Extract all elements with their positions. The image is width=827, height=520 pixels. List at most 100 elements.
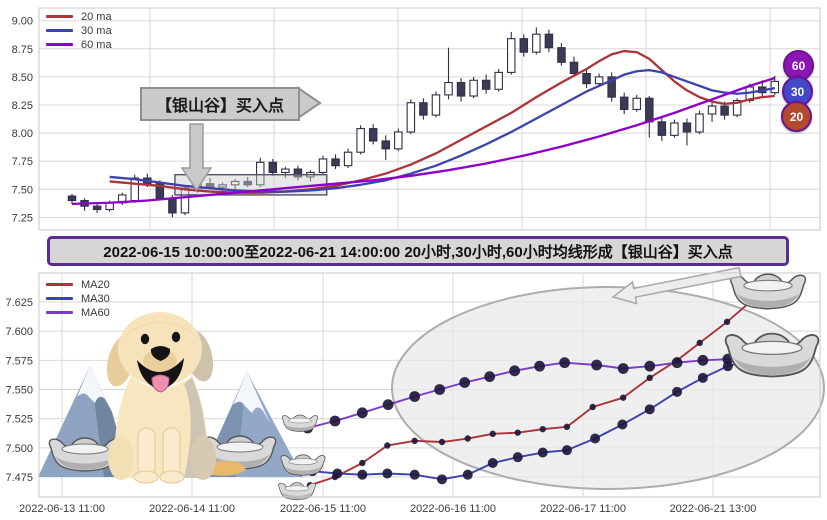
data-point-marker <box>514 429 521 436</box>
silver-ingot-illustration <box>48 437 122 472</box>
price-axis-label: 7.550 <box>5 385 33 397</box>
price-axis-label: 8.50 <box>12 72 33 84</box>
data-point-marker <box>590 433 601 444</box>
time-axis-label: 2022-06-13 11:00 <box>19 503 105 515</box>
legend-swatch-60ma <box>46 43 73 46</box>
ma-badge-20: 20 <box>781 101 812 132</box>
candlestick <box>356 125 365 155</box>
dog-illustration <box>106 312 246 484</box>
candlestick <box>293 165 303 181</box>
legend-swatch-30ma <box>46 29 73 32</box>
price-axis-label: 8.00 <box>12 128 33 140</box>
candlestick <box>381 135 390 161</box>
data-point-marker <box>696 339 703 347</box>
callout-arrow-tip <box>297 86 322 120</box>
candlestick <box>657 117 667 141</box>
candlestick <box>281 166 290 179</box>
data-point-marker <box>487 458 498 469</box>
legend-label: 20 ma <box>81 10 112 23</box>
data-point-marker <box>411 437 418 445</box>
legend-swatch-ma60 <box>46 311 73 314</box>
legend-label: MA30 <box>81 292 110 305</box>
data-point-marker <box>539 425 546 433</box>
legend-item: 30 ma <box>46 24 112 37</box>
data-point-marker <box>434 384 446 395</box>
data-point-marker <box>382 399 394 411</box>
price-axis-label: 7.525 <box>5 414 33 426</box>
data-point-marker <box>697 354 709 366</box>
silver-ingot-illustration <box>203 435 277 470</box>
price-axis-label: 7.75 <box>12 156 33 168</box>
candlestick <box>469 76 478 99</box>
price-axis-label: 7.25 <box>12 212 33 224</box>
legend-item: MA60 <box>46 307 110 319</box>
data-point-marker <box>409 469 420 480</box>
candlestick <box>243 176 252 188</box>
legend-label: 60 ma <box>81 38 112 51</box>
candlestick <box>532 27 541 55</box>
price-axis-label: 7.625 <box>5 297 33 309</box>
candlestick <box>494 69 503 92</box>
time-axis-label: 2022-06-15 11:00 <box>280 503 366 515</box>
silver-ingot-illustration <box>724 332 820 378</box>
candlestick <box>619 92 629 114</box>
data-point-marker <box>671 357 683 369</box>
data-point-marker <box>646 374 653 382</box>
candlestick <box>519 34 529 57</box>
legend-top: 20 ma 30 ma 60 ma <box>46 10 112 51</box>
data-point-marker <box>512 452 523 463</box>
candlestick <box>394 128 403 152</box>
data-point-marker <box>329 415 341 427</box>
legend-swatch-ma30 <box>46 297 73 300</box>
bottom-chart: 7.625 7.600 7.575 7.550 7.525 7.500 7.475 2022-… <box>5 266 825 515</box>
candlestick <box>481 74 491 94</box>
candlestick <box>343 148 353 168</box>
legend-label: MA20 <box>81 278 110 291</box>
data-point-marker <box>436 474 447 485</box>
candlestick <box>695 110 704 135</box>
legend-item: MA30 <box>46 292 110 305</box>
top-chart: 9.00 8.75 8.50 8.25 8.00 7.75 7.50 7.25 <box>12 8 820 230</box>
candlestick <box>582 67 591 89</box>
candlestick <box>632 94 641 112</box>
data-point-marker <box>559 357 571 369</box>
data-point-marker <box>462 469 473 480</box>
candlestick <box>255 157 265 188</box>
title-banner: 2022-06-15 10:00:00至2022-06-21 14:00:00 … <box>47 236 789 266</box>
legend-item: MA20 <box>46 278 110 291</box>
candlestick <box>732 98 742 118</box>
mountain-illustration <box>77 366 112 412</box>
data-point-marker <box>409 391 421 402</box>
price-axis-label: 8.25 <box>12 100 33 112</box>
legend-bottom: MA20 MA30 MA60 <box>46 278 110 319</box>
data-point-marker <box>332 468 343 479</box>
candlestick <box>406 99 416 135</box>
legend-swatch-ma20 <box>46 283 73 286</box>
data-point-marker <box>644 360 656 372</box>
20ma-line <box>109 49 775 194</box>
data-point-marker <box>464 435 471 442</box>
data-point-marker <box>619 394 627 401</box>
data-point-marker <box>438 438 446 446</box>
data-point-marker <box>561 445 572 456</box>
silver-ingot-illustration <box>281 414 319 432</box>
candlestick <box>92 202 102 213</box>
data-point-marker <box>617 419 628 430</box>
data-point-marker <box>723 318 731 326</box>
candlestick <box>431 91 441 118</box>
price-axis-label: 7.50 <box>12 184 33 196</box>
legend-item: 20 ma <box>46 10 112 23</box>
data-point-marker <box>384 442 391 449</box>
candlestick <box>230 179 240 190</box>
time-axis-label: 2022-06-21 13:00 <box>670 503 757 515</box>
legend-label: 30 ma <box>81 24 112 37</box>
data-point-marker <box>672 386 683 397</box>
trend-arrow-icon <box>611 266 742 305</box>
highlight-ellipse <box>391 286 825 490</box>
candlestick <box>670 119 679 138</box>
data-point-marker <box>356 407 368 419</box>
buy-point-callout: 【银山谷】买入点 <box>140 87 300 121</box>
legend-item: 60 ma <box>46 38 112 51</box>
